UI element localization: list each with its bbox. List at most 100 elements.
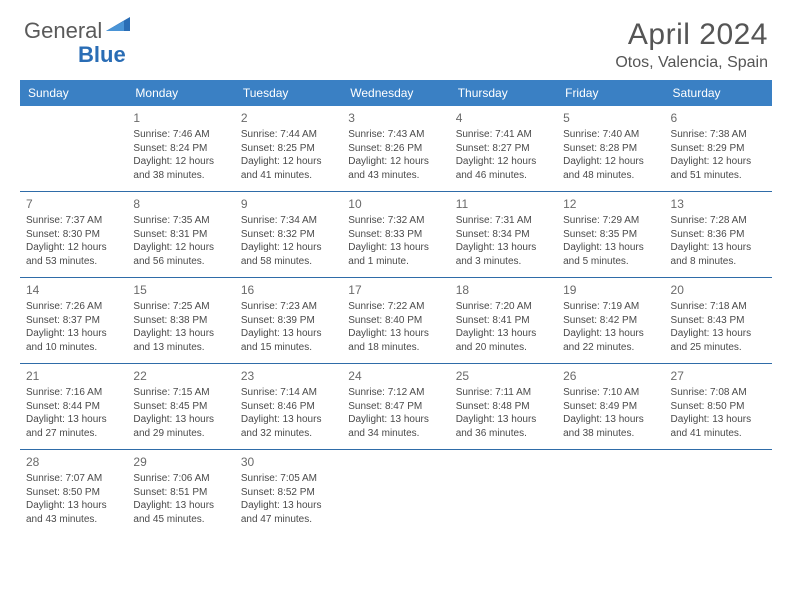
sunset-text: Sunset: 8:46 PM (241, 400, 336, 414)
day-number: 8 (133, 196, 228, 212)
logo-triangle-icon (106, 15, 132, 38)
day-number: 3 (348, 110, 443, 126)
calendar-day-cell: 18Sunrise: 7:20 AMSunset: 8:41 PMDayligh… (450, 278, 557, 363)
sunrise-text: Sunrise: 7:41 AM (456, 128, 551, 142)
calendar-week-row: 21Sunrise: 7:16 AMSunset: 8:44 PMDayligh… (20, 364, 772, 450)
calendar-day-cell: 21Sunrise: 7:16 AMSunset: 8:44 PMDayligh… (20, 364, 127, 449)
weeks-container: 1Sunrise: 7:46 AMSunset: 8:24 PMDaylight… (20, 106, 772, 536)
calendar-day-cell: 25Sunrise: 7:11 AMSunset: 8:48 PMDayligh… (450, 364, 557, 449)
daylight-text: Daylight: 13 hours and 22 minutes. (563, 327, 658, 354)
sunset-text: Sunset: 8:52 PM (241, 486, 336, 500)
sunrise-text: Sunrise: 7:38 AM (671, 128, 766, 142)
sunrise-text: Sunrise: 7:25 AM (133, 300, 228, 314)
sunrise-text: Sunrise: 7:44 AM (241, 128, 336, 142)
day-number: 22 (133, 368, 228, 384)
day-number: 17 (348, 282, 443, 298)
sunrise-text: Sunrise: 7:32 AM (348, 214, 443, 228)
sunset-text: Sunset: 8:49 PM (563, 400, 658, 414)
day-number: 30 (241, 454, 336, 470)
daylight-text: Daylight: 12 hours and 38 minutes. (133, 155, 228, 182)
sunrise-text: Sunrise: 7:14 AM (241, 386, 336, 400)
sunrise-text: Sunrise: 7:46 AM (133, 128, 228, 142)
day-number: 6 (671, 110, 766, 126)
sunset-text: Sunset: 8:25 PM (241, 142, 336, 156)
header: General Blue April 2024 Otos, Valencia, … (0, 0, 792, 80)
sunrise-text: Sunrise: 7:11 AM (456, 386, 551, 400)
sunset-text: Sunset: 8:47 PM (348, 400, 443, 414)
sunrise-text: Sunrise: 7:34 AM (241, 214, 336, 228)
weekday-header: Sunday (20, 80, 127, 106)
daylight-text: Daylight: 12 hours and 41 minutes. (241, 155, 336, 182)
calendar: SundayMondayTuesdayWednesdayThursdayFrid… (0, 80, 792, 536)
sunset-text: Sunset: 8:50 PM (26, 486, 121, 500)
day-number: 25 (456, 368, 551, 384)
daylight-text: Daylight: 13 hours and 25 minutes. (671, 327, 766, 354)
calendar-day-cell: 17Sunrise: 7:22 AMSunset: 8:40 PMDayligh… (342, 278, 449, 363)
day-number: 1 (133, 110, 228, 126)
sunset-text: Sunset: 8:43 PM (671, 314, 766, 328)
calendar-day-cell (450, 450, 557, 536)
sunset-text: Sunset: 8:41 PM (456, 314, 551, 328)
sunrise-text: Sunrise: 7:37 AM (26, 214, 121, 228)
calendar-day-cell: 26Sunrise: 7:10 AMSunset: 8:49 PMDayligh… (557, 364, 664, 449)
day-number: 4 (456, 110, 551, 126)
day-number: 23 (241, 368, 336, 384)
sunset-text: Sunset: 8:51 PM (133, 486, 228, 500)
daylight-text: Daylight: 13 hours and 43 minutes. (26, 499, 121, 526)
calendar-day-cell: 9Sunrise: 7:34 AMSunset: 8:32 PMDaylight… (235, 192, 342, 277)
sunset-text: Sunset: 8:45 PM (133, 400, 228, 414)
day-number: 18 (456, 282, 551, 298)
day-number: 21 (26, 368, 121, 384)
daylight-text: Daylight: 12 hours and 53 minutes. (26, 241, 121, 268)
location-text: Otos, Valencia, Spain (615, 54, 768, 72)
daylight-text: Daylight: 12 hours and 51 minutes. (671, 155, 766, 182)
calendar-week-row: 28Sunrise: 7:07 AMSunset: 8:50 PMDayligh… (20, 450, 772, 536)
daylight-text: Daylight: 13 hours and 10 minutes. (26, 327, 121, 354)
calendar-day-cell (665, 450, 772, 536)
sunrise-text: Sunrise: 7:43 AM (348, 128, 443, 142)
daylight-text: Daylight: 13 hours and 18 minutes. (348, 327, 443, 354)
daylight-text: Daylight: 13 hours and 41 minutes. (671, 413, 766, 440)
calendar-week-row: 1Sunrise: 7:46 AMSunset: 8:24 PMDaylight… (20, 106, 772, 192)
sunset-text: Sunset: 8:26 PM (348, 142, 443, 156)
day-number: 24 (348, 368, 443, 384)
calendar-day-cell: 6Sunrise: 7:38 AMSunset: 8:29 PMDaylight… (665, 106, 772, 191)
daylight-text: Daylight: 12 hours and 48 minutes. (563, 155, 658, 182)
sunset-text: Sunset: 8:50 PM (671, 400, 766, 414)
calendar-day-cell: 4Sunrise: 7:41 AMSunset: 8:27 PMDaylight… (450, 106, 557, 191)
calendar-day-cell: 28Sunrise: 7:07 AMSunset: 8:50 PMDayligh… (20, 450, 127, 536)
daylight-text: Daylight: 13 hours and 8 minutes. (671, 241, 766, 268)
daylight-text: Daylight: 13 hours and 5 minutes. (563, 241, 658, 268)
sunrise-text: Sunrise: 7:22 AM (348, 300, 443, 314)
calendar-day-cell: 12Sunrise: 7:29 AMSunset: 8:35 PMDayligh… (557, 192, 664, 277)
sunrise-text: Sunrise: 7:40 AM (563, 128, 658, 142)
calendar-week-row: 14Sunrise: 7:26 AMSunset: 8:37 PMDayligh… (20, 278, 772, 364)
weekday-header-row: SundayMondayTuesdayWednesdayThursdayFrid… (20, 80, 772, 106)
day-number: 29 (133, 454, 228, 470)
calendar-day-cell: 10Sunrise: 7:32 AMSunset: 8:33 PMDayligh… (342, 192, 449, 277)
calendar-day-cell: 29Sunrise: 7:06 AMSunset: 8:51 PMDayligh… (127, 450, 234, 536)
day-number: 28 (26, 454, 121, 470)
calendar-day-cell: 8Sunrise: 7:35 AMSunset: 8:31 PMDaylight… (127, 192, 234, 277)
weekday-header: Wednesday (342, 80, 449, 106)
day-number: 13 (671, 196, 766, 212)
daylight-text: Daylight: 12 hours and 43 minutes. (348, 155, 443, 182)
weekday-header: Tuesday (235, 80, 342, 106)
daylight-text: Daylight: 13 hours and 34 minutes. (348, 413, 443, 440)
day-number: 20 (671, 282, 766, 298)
sunset-text: Sunset: 8:38 PM (133, 314, 228, 328)
sunset-text: Sunset: 8:30 PM (26, 228, 121, 242)
sunrise-text: Sunrise: 7:31 AM (456, 214, 551, 228)
calendar-week-row: 7Sunrise: 7:37 AMSunset: 8:30 PMDaylight… (20, 192, 772, 278)
weekday-header: Saturday (665, 80, 772, 106)
sunrise-text: Sunrise: 7:16 AM (26, 386, 121, 400)
sunset-text: Sunset: 8:28 PM (563, 142, 658, 156)
calendar-day-cell: 13Sunrise: 7:28 AMSunset: 8:36 PMDayligh… (665, 192, 772, 277)
calendar-day-cell: 7Sunrise: 7:37 AMSunset: 8:30 PMDaylight… (20, 192, 127, 277)
sunrise-text: Sunrise: 7:15 AM (133, 386, 228, 400)
calendar-day-cell: 15Sunrise: 7:25 AMSunset: 8:38 PMDayligh… (127, 278, 234, 363)
day-number: 27 (671, 368, 766, 384)
calendar-day-cell: 2Sunrise: 7:44 AMSunset: 8:25 PMDaylight… (235, 106, 342, 191)
day-number: 5 (563, 110, 658, 126)
calendar-day-cell: 30Sunrise: 7:05 AMSunset: 8:52 PMDayligh… (235, 450, 342, 536)
